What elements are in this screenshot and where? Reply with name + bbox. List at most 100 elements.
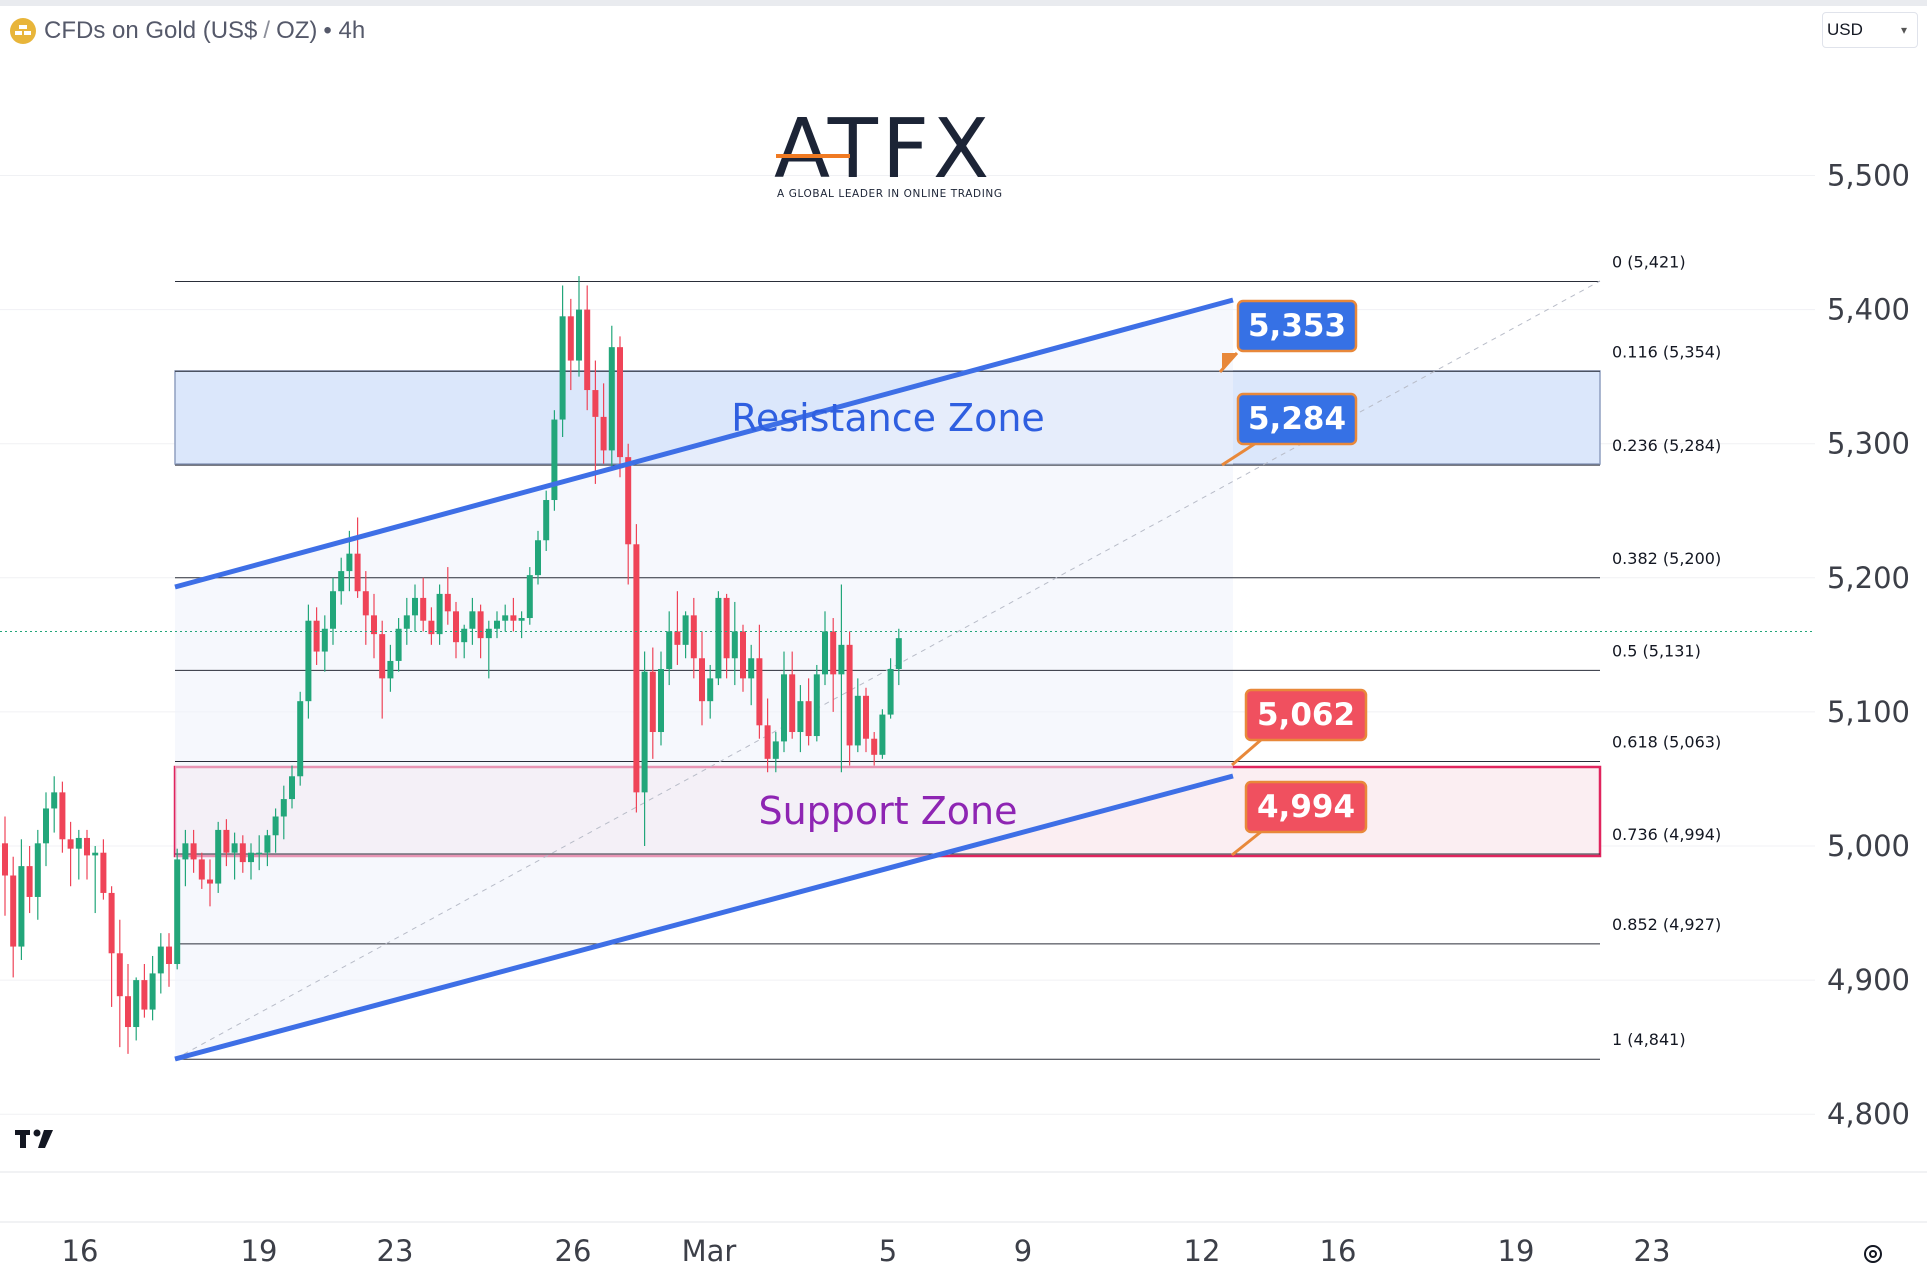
- candle: [666, 611, 673, 686]
- candle: [461, 624, 468, 659]
- atfx-logo-accent: [776, 154, 850, 158]
- fib-level-label: 0.736 (4,994): [1612, 825, 1721, 844]
- candle: [420, 577, 427, 632]
- fib-level-label: 0.852 (4,927): [1612, 915, 1721, 934]
- candle: [174, 848, 181, 970]
- candle: [731, 601, 738, 686]
- callout-5284[interactable]: 5,284: [1221, 392, 1358, 467]
- symbol-unit: OZ): [276, 17, 318, 44]
- candle: [264, 829, 271, 867]
- candle: [412, 584, 418, 632]
- candle: [108, 886, 115, 1007]
- candle: [289, 765, 295, 809]
- candle: [215, 821, 222, 893]
- candle: [781, 651, 787, 753]
- candle: [526, 567, 533, 625]
- candle: [649, 647, 656, 759]
- tradingview-logo: [15, 1129, 53, 1148]
- gold-symbol-icon: [10, 18, 36, 44]
- candle: [608, 325, 615, 471]
- price-axis[interactable]: 4,800 4,900 5,000 5,100 5,200 5,300 5,400 5,500: [1827, 159, 1910, 1132]
- candle: [469, 597, 476, 645]
- candle: [772, 732, 779, 773]
- time-tick-label: 23: [377, 1234, 414, 1268]
- candle: [625, 443, 632, 585]
- time-tick-label: 12: [1184, 1234, 1221, 1268]
- upper-channel-line[interactable]: [174, 297, 1234, 590]
- interval-label: • 4h: [323, 17, 366, 44]
- candle: [387, 644, 394, 692]
- candle: [846, 631, 853, 766]
- candle: [67, 821, 74, 887]
- time-tick-label: 16: [62, 1234, 99, 1268]
- atfx-logo: ATFX A GLOBAL LEADER IN ONLINE TRADING: [774, 102, 1002, 200]
- currency-dropdown[interactable]: USD ▾: [1822, 12, 1918, 48]
- candle: [887, 658, 894, 719]
- callout-5353[interactable]: 5,353: [1218, 299, 1358, 374]
- lower-channel-line[interactable]: [174, 773, 1234, 1062]
- candle: [2, 816, 8, 916]
- candle: [641, 651, 648, 846]
- symbol-name: CFDs on Gold (US$: [44, 17, 258, 44]
- time-tick-label: Mar: [682, 1234, 737, 1268]
- candle: [362, 571, 369, 645]
- candle: [764, 698, 771, 773]
- candle: [149, 955, 156, 1021]
- candle: [592, 360, 599, 484]
- support-zone-label: Support Zone: [758, 789, 1017, 833]
- fibonacci-levels: 0 (5,421) 0.116 (5,354) 0.236 (5,284) 0.382…: [175, 252, 1721, 1060]
- candle: [584, 285, 591, 411]
- candle: [830, 618, 837, 712]
- candle: [125, 964, 131, 1054]
- candle: [272, 808, 279, 853]
- time-axis[interactable]: 16 19 23 26 Mar 5 9 12 16 19 23: [62, 1234, 1671, 1268]
- candle: [797, 685, 804, 753]
- fib-level-label: 0.382 (5,200): [1612, 549, 1721, 568]
- candle: [75, 829, 82, 880]
- callout-4994[interactable]: 4,994: [1231, 780, 1368, 857]
- candle: [699, 631, 705, 726]
- callout-5062[interactable]: 5,062: [1231, 688, 1368, 767]
- candle: [756, 624, 763, 739]
- resistance-zone-label: Resistance Zone: [731, 396, 1045, 440]
- price-tick-label: 4,900: [1827, 963, 1910, 997]
- candle: [863, 687, 869, 753]
- gear-icon[interactable]: [1864, 1245, 1882, 1263]
- candlestick-series: [2, 276, 902, 1054]
- price-tick-label: 5,500: [1827, 159, 1910, 193]
- callout-5062-label: 5,062: [1257, 697, 1355, 733]
- candle: [379, 620, 386, 719]
- atfx-logo-text: ATFX: [774, 102, 993, 197]
- candle: [313, 607, 320, 665]
- price-tick-label: 5,100: [1827, 695, 1910, 729]
- candle: [740, 624, 746, 692]
- time-tick-label: 9: [1014, 1234, 1032, 1268]
- currency-label: USD: [1827, 20, 1863, 39]
- candle: [59, 781, 66, 853]
- candle: [617, 336, 623, 478]
- candle: [18, 839, 25, 960]
- candle: [182, 829, 189, 887]
- candle: [682, 611, 689, 659]
- candle: [715, 591, 722, 686]
- candle: [453, 601, 459, 659]
- candle: [854, 678, 861, 753]
- top-border: [0, 0, 1927, 6]
- candle: [51, 776, 58, 833]
- candle: [133, 977, 140, 1041]
- candle: [428, 607, 435, 645]
- symbol-header[interactable]: CFDs on Gold (US$ / OZ) • 4h: [10, 14, 365, 48]
- fib-level-label: 0.5 (5,131): [1612, 641, 1701, 660]
- candle: [551, 410, 558, 511]
- candle: [805, 678, 812, 746]
- price-tick-label: 5,300: [1827, 427, 1910, 461]
- fib-trend-line: [174, 280, 1601, 1060]
- candle: [510, 597, 517, 632]
- candle: [239, 835, 246, 873]
- time-tick-label: 19: [241, 1234, 278, 1268]
- candle: [518, 611, 525, 639]
- callout-5284-label: 5,284: [1248, 401, 1346, 437]
- candle: [207, 859, 213, 907]
- candle: [436, 584, 443, 645]
